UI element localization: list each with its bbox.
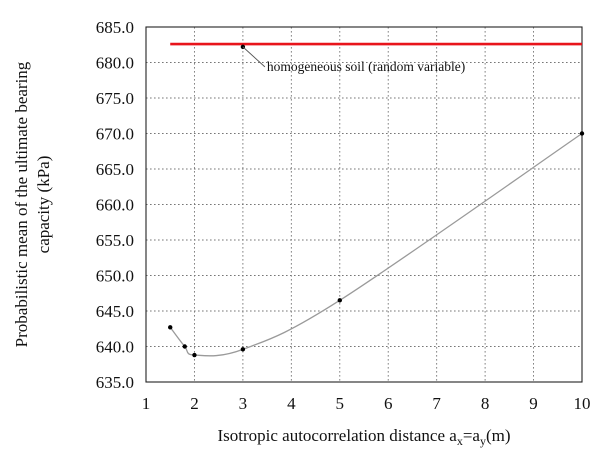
y-tick-label: 685.0 xyxy=(96,18,134,37)
x-tick-label: 10 xyxy=(574,394,591,413)
y-tick-label: 645.0 xyxy=(96,302,134,321)
annotation-group: homogeneous soil (random variable) xyxy=(242,46,465,74)
y-tick-label: 635.0 xyxy=(96,373,134,392)
annotation-label: homogeneous soil (random variable) xyxy=(267,59,465,74)
series xyxy=(168,42,585,358)
y-tick-label: 670.0 xyxy=(96,125,134,144)
y-tick-label: 640.0 xyxy=(96,338,134,357)
x-tick-label: 4 xyxy=(287,394,296,413)
y-tick-label: 665.0 xyxy=(96,160,134,179)
y-axis-title-line-1: Probabilistic mean of the ultimate beari… xyxy=(12,61,31,347)
x-axis-title-sub-x: x xyxy=(457,434,463,448)
x-tick-label: 3 xyxy=(239,394,248,413)
data-point xyxy=(240,347,246,352)
x-tick-label: 7 xyxy=(432,394,441,413)
data-point xyxy=(192,352,197,358)
data-point xyxy=(579,131,585,136)
y-tick-label: 660.0 xyxy=(96,196,134,215)
series-curve xyxy=(169,132,583,357)
y-tick-label: 655.0 xyxy=(96,231,134,250)
data-point xyxy=(337,298,342,303)
grid xyxy=(146,27,582,382)
y-tick-label: 675.0 xyxy=(96,89,134,108)
x-tick-label: 8 xyxy=(481,394,490,413)
x-tick-label: 9 xyxy=(529,394,538,413)
x-tick-label: 5 xyxy=(336,394,345,413)
x-axis-title: Isotropic autocorrelation distance ax=ay… xyxy=(217,426,510,448)
y-tick-label: 650.0 xyxy=(96,267,134,286)
data-point xyxy=(168,325,173,330)
plot-area-frame xyxy=(145,26,583,383)
y-axis-title-line-2: capacity (kPa) xyxy=(34,156,53,254)
data-point xyxy=(182,344,187,349)
x-tick-label: 1 xyxy=(142,394,151,413)
x-axis-title-sub-y: y xyxy=(480,434,486,448)
x-axis-title-mid: =a xyxy=(463,426,481,445)
x-tick-label: 2 xyxy=(190,394,199,413)
annotation-leader-line xyxy=(242,46,266,68)
y-tick-label: 680.0 xyxy=(96,54,134,73)
x-tick-label: 6 xyxy=(384,394,393,413)
x-axis-title-main: Isotropic autocorrelation distance a xyxy=(217,426,457,445)
tick-labels: 1 2 3 4 5 6 7 8 9 10 635.0 640.0 645.0 650.0 655.0 660.… xyxy=(96,18,591,413)
x-axis-title-unit: (m) xyxy=(486,426,511,445)
